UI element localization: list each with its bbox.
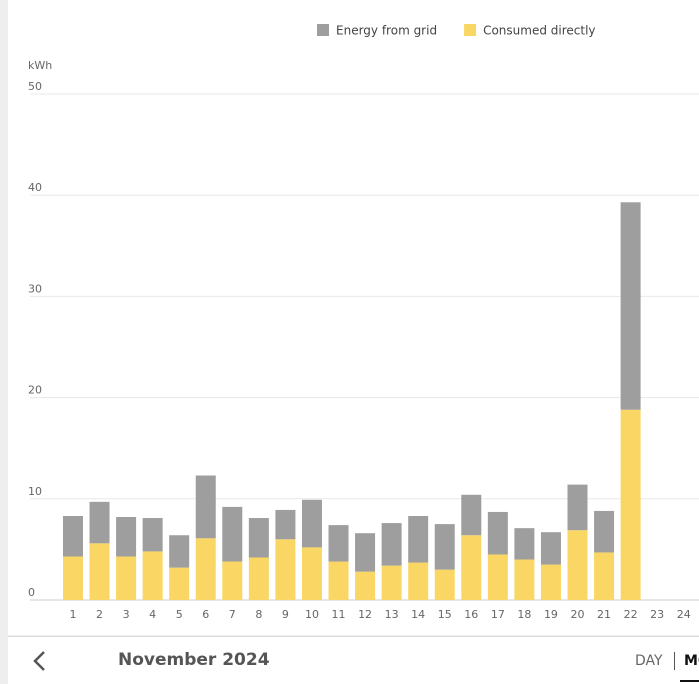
bar-segment — [381, 523, 402, 566]
bar-segment — [328, 525, 349, 562]
bar-segment — [567, 530, 588, 600]
bar-segment — [487, 511, 508, 555]
legend-swatch — [317, 24, 329, 36]
bar-segment — [487, 554, 508, 600]
bar-segment — [116, 517, 137, 557]
period-label: November 2024 — [118, 650, 270, 670]
x-tick-label: 3 — [123, 608, 130, 621]
x-tick-label: 5 — [176, 608, 183, 621]
x-tick-label: 2 — [96, 608, 103, 621]
x-tick-label: 22 — [624, 608, 638, 621]
month-tab[interactable]: MONTH — [684, 653, 699, 669]
bar-segment — [381, 565, 402, 600]
tab-separator — [674, 652, 675, 670]
tab-underline — [680, 680, 699, 682]
chart-card: kWh 0 10 20 30 40 50 Energy from grid Consumed … — [8, 0, 699, 635]
prev-button[interactable] — [30, 649, 48, 673]
bar-segment — [514, 528, 535, 560]
x-tick-label: 11 — [332, 608, 346, 621]
x-tick-label: 17 — [491, 608, 505, 621]
bar-segment — [195, 538, 216, 600]
day-tab[interactable]: DAY — [635, 653, 663, 669]
bar-segment — [89, 543, 110, 600]
bar-segment — [222, 561, 243, 600]
bar-segment — [248, 518, 269, 558]
legend-text: Consumed directly — [483, 24, 595, 38]
x-tick-label: 10 — [305, 608, 319, 621]
bar-segment — [461, 535, 482, 600]
bar-segment — [62, 516, 83, 557]
x-tick-label: 6 — [202, 608, 209, 621]
bar-segment — [594, 552, 615, 600]
legend-text: Energy from grid — [336, 24, 437, 38]
bar-segment — [275, 539, 296, 600]
x-tick-label: 19 — [544, 608, 558, 621]
bar-segment — [620, 409, 641, 600]
x-tick-label: 7 — [229, 608, 236, 621]
y-tick-label: 10 — [28, 485, 42, 498]
y-tick-label: 40 — [28, 181, 42, 194]
legend-swatch — [464, 24, 477, 36]
footer: November 2024 DAY MONTH — [8, 636, 699, 684]
bar-segment — [275, 509, 296, 540]
x-tick-label: 24 — [677, 608, 691, 621]
bar-segment — [540, 564, 561, 600]
bar-segment — [248, 557, 269, 600]
bar-segment — [142, 551, 163, 600]
x-tick-label: 16 — [464, 608, 478, 621]
bar-segment — [594, 510, 615, 553]
x-tick-label: 21 — [597, 608, 611, 621]
bar-segment — [461, 494, 482, 536]
y-tick-label: 20 — [28, 384, 42, 397]
bar-segment — [620, 202, 641, 410]
bar-segment — [116, 556, 137, 600]
x-tick-label: 18 — [517, 608, 531, 621]
x-tick-label: 4 — [149, 608, 156, 621]
bar-segment — [514, 559, 535, 600]
bar-segment — [169, 567, 190, 600]
bar-segment — [355, 571, 376, 600]
bar-segment — [89, 501, 110, 544]
bar-segment — [355, 533, 376, 572]
x-tick-label: 1 — [69, 608, 76, 621]
x-tick-label: 12 — [358, 608, 372, 621]
bar-segment — [301, 547, 322, 600]
bar-segment — [434, 524, 455, 570]
bar-segment — [567, 484, 588, 531]
y-axis-label: kWh — [28, 59, 52, 72]
bar-segment — [408, 562, 429, 600]
bar-segment — [62, 556, 83, 600]
chart: kWh 0 10 20 30 40 50 Energy from grid Consumed … — [28, 24, 699, 621]
x-tick-label: 20 — [571, 608, 585, 621]
bar-segment — [434, 569, 455, 600]
bar-segment — [222, 506, 243, 562]
bar-segment — [142, 518, 163, 552]
y-tick-label: 30 — [28, 282, 42, 295]
x-tick-label: 23 — [650, 608, 664, 621]
bar-segment — [328, 561, 349, 600]
x-tick-label: 13 — [385, 608, 399, 621]
bar-segment — [169, 535, 190, 568]
x-tick-label: 8 — [255, 608, 262, 621]
bar-segment — [540, 532, 561, 565]
x-tick-label: 9 — [282, 608, 289, 621]
bar-segment — [301, 499, 322, 548]
x-tick-label: 15 — [438, 608, 452, 621]
x-tick-label: 14 — [411, 608, 425, 621]
bar-segment — [408, 516, 429, 563]
bar-segment — [195, 475, 216, 539]
y-tick-label: 0 — [28, 586, 35, 599]
y-tick-label: 50 — [28, 80, 42, 93]
